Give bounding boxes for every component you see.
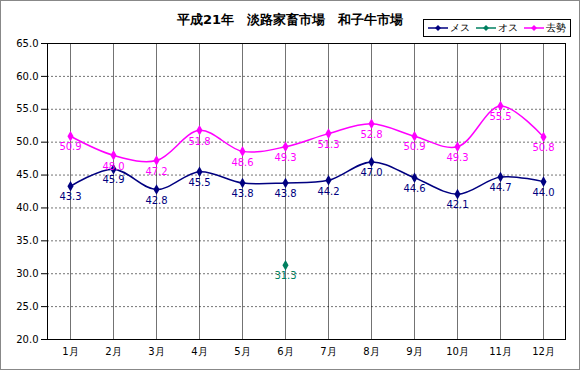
svg-text:25.0: 25.0	[16, 301, 38, 312]
svg-text:45.0: 45.0	[16, 169, 38, 180]
svg-text:11月: 11月	[489, 346, 512, 357]
svg-text:35.0: 35.0	[16, 235, 38, 246]
svg-text:30.0: 30.0	[16, 268, 38, 279]
svg-text:49.3: 49.3	[274, 152, 296, 163]
svg-text:44.6: 44.6	[403, 183, 425, 194]
svg-text:48.6: 48.6	[231, 157, 253, 168]
svg-text:49.3: 49.3	[446, 152, 468, 163]
svg-text:12月: 12月	[532, 346, 555, 357]
svg-text:45.9: 45.9	[102, 174, 124, 185]
svg-text:3月: 3月	[148, 346, 164, 357]
svg-text:44.0: 44.0	[532, 187, 554, 198]
svg-text:43.3: 43.3	[59, 191, 81, 202]
svg-text:6月: 6月	[277, 346, 293, 357]
svg-text:10月: 10月	[446, 346, 469, 357]
html-text:去勢: 去勢	[546, 22, 566, 33]
svg-text:45.5: 45.5	[188, 177, 210, 188]
svg-text:44.2: 44.2	[317, 186, 339, 197]
svg-text:44.7: 44.7	[489, 182, 511, 193]
svg-text:20.0: 20.0	[16, 334, 38, 345]
svg-text:55.0: 55.0	[16, 103, 38, 114]
svg-text:55.5: 55.5	[489, 111, 511, 122]
svg-text:51.3: 51.3	[317, 139, 339, 150]
html-text:メス: メス	[450, 22, 470, 33]
svg-text:50.9: 50.9	[403, 141, 425, 152]
svg-text:42.8: 42.8	[145, 195, 167, 206]
svg-text:7月: 7月	[320, 346, 336, 357]
svg-text:2月: 2月	[105, 346, 121, 357]
svg-text:43.8: 43.8	[274, 188, 296, 199]
svg-text:42.1: 42.1	[446, 199, 468, 210]
svg-text:52.8: 52.8	[360, 129, 382, 140]
svg-text:1月: 1月	[62, 346, 78, 357]
svg-text:8月: 8月	[363, 346, 379, 357]
svg-text:48.0: 48.0	[102, 161, 124, 172]
svg-text:4月: 4月	[191, 346, 207, 357]
svg-text:47.2: 47.2	[145, 166, 167, 177]
svg-text:9月: 9月	[406, 346, 422, 357]
svg-text:40.0: 40.0	[16, 202, 38, 213]
svg-text:50.0: 50.0	[16, 136, 38, 147]
svg-text:43.8: 43.8	[231, 188, 253, 199]
svg-text:60.0: 60.0	[16, 71, 38, 82]
svg-text:47.0: 47.0	[360, 167, 382, 178]
svg-text:31.3: 31.3	[274, 270, 296, 281]
svg-text:50.8: 50.8	[532, 142, 554, 153]
svg-text:65.0: 65.0	[16, 38, 38, 49]
svg-text:5月: 5月	[234, 346, 250, 357]
html-text:オス: オス	[498, 22, 518, 33]
svg-text:50.9: 50.9	[59, 141, 81, 152]
html-text:平成21年 淡路家畜市場 和子牛市場: 平成21年 淡路家畜市場 和子牛市場	[177, 12, 403, 27]
svg-text:51.8: 51.8	[188, 136, 210, 147]
